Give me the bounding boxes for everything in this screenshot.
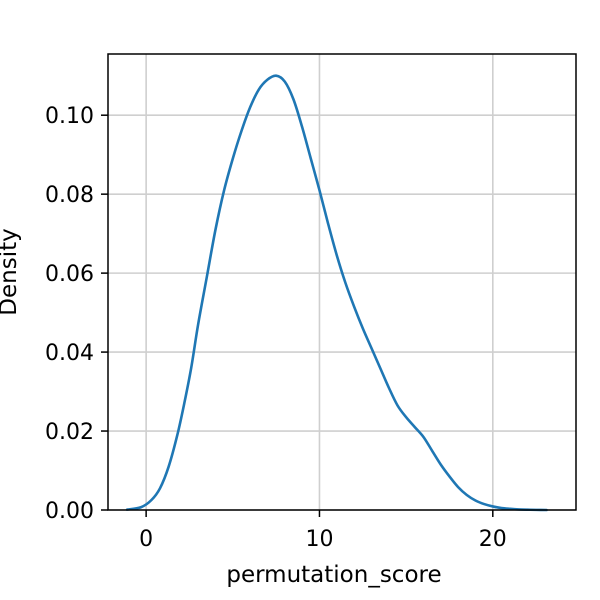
y-tick-label: 0.10	[45, 104, 94, 129]
density-curve	[125, 74, 548, 512]
series-layer	[125, 74, 548, 512]
y-tick-label: 0.00	[45, 499, 94, 524]
x-axis-label: permutation_score	[226, 562, 441, 588]
x-tick-label: 20	[479, 527, 507, 552]
y-axis-label: Density	[0, 228, 22, 315]
grid-lines	[108, 54, 576, 511]
y-tick-label: 0.04	[45, 341, 94, 366]
y-tick-label: 0.06	[45, 262, 94, 287]
axis-ticks: 0 10 20 0.00 0.02 0.04 0.06 0.08 0.10	[45, 104, 507, 552]
y-tick-label: 0.02	[45, 420, 94, 445]
plot-frame	[107, 53, 577, 511]
x-tick-label: 10	[305, 527, 333, 552]
x-tick-label: 0	[139, 527, 153, 552]
y-tick-label: 0.08	[45, 183, 94, 208]
